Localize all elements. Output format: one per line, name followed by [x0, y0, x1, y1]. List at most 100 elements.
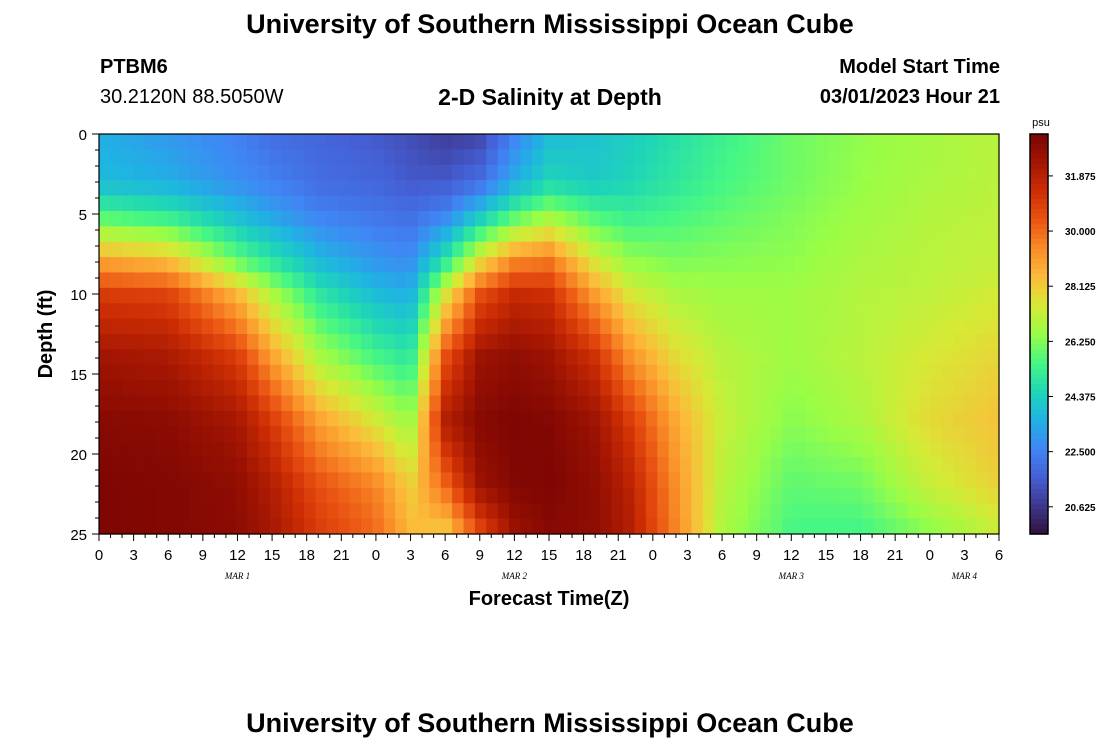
heatmap-cell — [748, 287, 761, 304]
heatmap-cell — [338, 472, 351, 489]
heatmap-cell — [885, 287, 898, 304]
heatmap-cell — [497, 503, 510, 520]
colorbar-segment — [1030, 344, 1048, 350]
heatmap-cell — [247, 257, 260, 274]
heatmap-cell — [315, 226, 328, 243]
heatmap-cell — [782, 257, 795, 274]
heatmap-cell — [190, 364, 203, 381]
heatmap-cell — [406, 503, 419, 520]
heatmap-cell — [167, 180, 180, 197]
heatmap-cell — [588, 210, 601, 227]
chart-subtitle: 2-D Salinity at Depth — [438, 84, 662, 110]
heatmap-cell — [942, 134, 955, 150]
heatmap-cell — [463, 334, 476, 350]
heatmap-cell — [429, 410, 442, 427]
heatmap-cell — [634, 134, 647, 150]
heatmap-cell — [110, 410, 123, 427]
heatmap-cell — [440, 426, 453, 443]
heatmap-cell — [258, 380, 271, 397]
heatmap-cell — [429, 180, 442, 197]
colorbar-segment — [1030, 484, 1048, 490]
heatmap-cell — [805, 134, 818, 150]
heatmap-cell — [691, 149, 704, 166]
heatmap-cell — [668, 318, 681, 335]
heatmap-cell — [987, 380, 1000, 397]
heatmap-cell — [645, 241, 658, 258]
heatmap-cell — [326, 210, 339, 227]
heatmap-cell — [645, 134, 658, 150]
heatmap-cell — [839, 241, 852, 258]
heatmap-cell — [554, 134, 567, 150]
heatmap-cell — [828, 457, 841, 474]
heatmap-cell — [543, 303, 556, 320]
heatmap-cell — [600, 395, 613, 412]
heatmap-cell — [474, 487, 487, 504]
heatmap-cell — [987, 503, 1000, 520]
heatmap-cell — [509, 518, 522, 535]
x-tick-label: 6 — [995, 547, 1003, 564]
heatmap-cell — [634, 149, 647, 166]
heatmap-cell — [383, 180, 396, 197]
heatmap-cell — [657, 472, 670, 489]
heatmap-cell — [873, 395, 886, 412]
heatmap-cell — [577, 472, 590, 489]
heatmap-cell — [623, 149, 636, 166]
heatmap-cell — [987, 303, 1000, 320]
colorbar-segment — [1030, 204, 1048, 210]
heatmap-cell — [953, 303, 966, 320]
heatmap-cell — [702, 210, 715, 227]
heatmap-cell — [543, 210, 556, 227]
heatmap-cell — [440, 287, 453, 304]
heatmap-cell — [554, 457, 567, 474]
heatmap-cell — [452, 257, 465, 274]
heatmap-cell — [896, 395, 909, 412]
heatmap-cell — [110, 334, 123, 350]
heatmap-cell — [133, 287, 146, 304]
colorbar-segment — [1030, 409, 1048, 415]
heatmap-cell — [645, 257, 658, 274]
x-tick-label: 0 — [372, 547, 380, 564]
heatmap-cell — [315, 472, 328, 489]
heatmap-cell — [611, 410, 624, 427]
heatmap-cell — [554, 226, 567, 243]
heatmap-cell — [167, 195, 180, 212]
heatmap-cell — [258, 410, 271, 427]
heatmap-cell — [645, 318, 658, 335]
heatmap-cell — [133, 395, 146, 412]
heatmap-cell — [520, 441, 533, 458]
heatmap-cell — [634, 518, 647, 535]
heatmap-cell — [201, 426, 214, 443]
colorbar-segment — [1030, 299, 1048, 305]
heatmap-cell — [657, 395, 670, 412]
heatmap-cell — [315, 210, 328, 227]
heatmap-cell — [611, 318, 624, 335]
heatmap-cell — [155, 210, 168, 227]
heatmap-cell — [759, 380, 772, 397]
heatmap-cell — [771, 364, 784, 381]
heatmap-cell — [930, 441, 943, 458]
heatmap-cell — [634, 287, 647, 304]
heatmap-cell — [839, 195, 852, 212]
heatmap-cell — [383, 334, 396, 350]
heatmap-cell — [896, 241, 909, 258]
heatmap-cell — [247, 518, 260, 535]
heatmap-cell — [201, 303, 214, 320]
heatmap-cell — [247, 426, 260, 443]
heatmap-cell — [691, 503, 704, 520]
heatmap-cell — [725, 180, 738, 197]
heatmap-cell — [304, 364, 317, 381]
heatmap-cell — [680, 380, 692, 397]
heatmap-cell — [714, 195, 727, 212]
heatmap-cell — [919, 349, 932, 366]
heatmap-cell — [782, 334, 795, 350]
heatmap-cell — [759, 410, 772, 427]
heatmap-cell — [110, 457, 123, 474]
heatmap-cell — [782, 241, 795, 258]
heatmap-cell — [691, 195, 704, 212]
heatmap-cell — [748, 503, 761, 520]
heatmap-cell — [805, 457, 818, 474]
heatmap-cell — [976, 334, 989, 350]
heatmap-cell — [953, 426, 966, 443]
heatmap-cell — [919, 503, 932, 520]
heatmap-cell — [577, 364, 590, 381]
